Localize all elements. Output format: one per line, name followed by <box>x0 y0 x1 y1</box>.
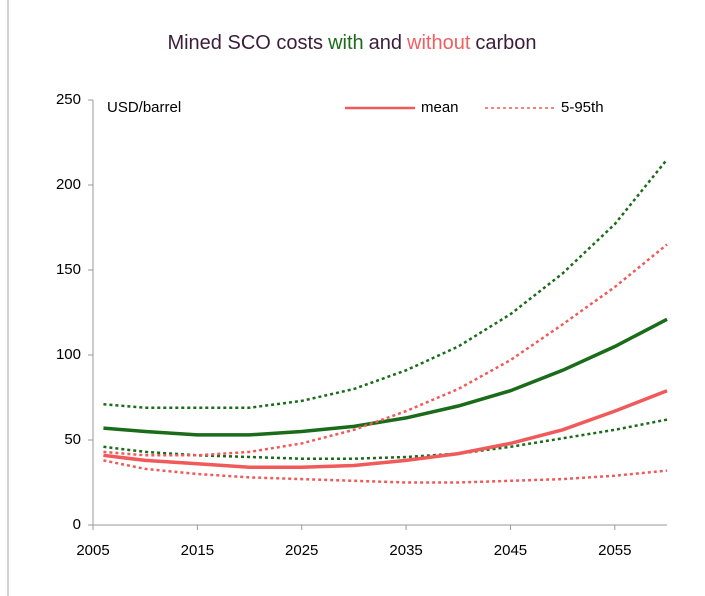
y-tick-label: 200 <box>56 176 81 193</box>
y-tick-label: 100 <box>56 346 81 363</box>
y-tick-label: 50 <box>64 431 81 448</box>
x-tick-label: 2015 <box>181 542 214 559</box>
series-line <box>103 459 668 484</box>
series-line <box>103 389 668 469</box>
legend-label: mean <box>421 99 459 116</box>
title-part: Mined SCO costs <box>167 32 323 54</box>
x-tick-label: 2045 <box>494 542 527 559</box>
x-tick-label: 2035 <box>389 542 422 559</box>
series-line <box>103 243 668 457</box>
y-tick-label: 250 <box>56 91 81 108</box>
title-part: and <box>369 32 402 54</box>
y-axis-label: USD/barrel <box>107 99 181 116</box>
series-line <box>103 158 668 409</box>
title-part: without <box>406 32 471 54</box>
y-tick-label: 150 <box>56 261 81 278</box>
series-line <box>103 418 668 460</box>
series-line <box>103 317 668 437</box>
chart-title: Mined SCO costs with and without carbon <box>167 32 536 54</box>
x-tick-label: 2005 <box>76 542 109 559</box>
title-part: carbon <box>475 32 536 54</box>
x-tick-label: 2025 <box>285 542 318 559</box>
y-tick-label: 0 <box>73 516 81 533</box>
legend-label: 5-95th <box>561 99 604 116</box>
x-tick-label: 2055 <box>598 542 631 559</box>
title-part: with <box>327 32 364 54</box>
